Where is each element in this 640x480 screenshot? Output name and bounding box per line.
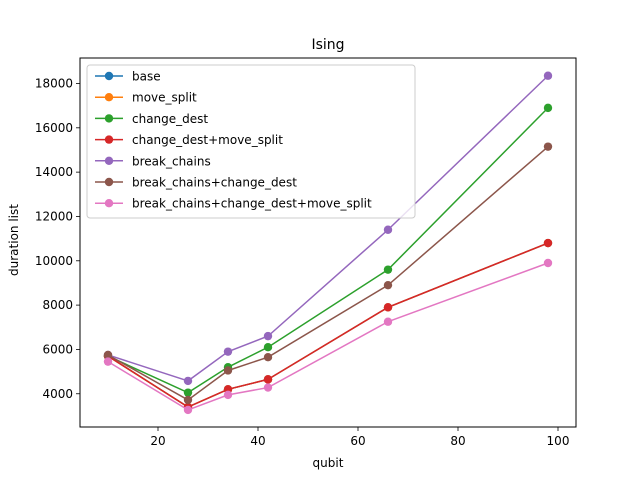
data-point [183,395,193,405]
x-tick-label: 80 [450,434,465,448]
legend-box [86,64,416,219]
data-point [263,375,273,384]
y-tick-label: 6000 [42,342,73,356]
legend-label: base [132,70,161,84]
series-line [107,107,549,394]
data-point [223,347,233,356]
y-axis-label: duration list [7,204,21,276]
x-tick-label: 40 [250,434,265,448]
legend-label: change_dest [132,112,208,126]
legend-marker [104,93,114,102]
legend-label: break_chains+change_dest+move_split [132,197,372,211]
data-point [183,405,193,415]
data-point [223,390,233,400]
data-point [383,317,393,326]
data-point [263,331,273,341]
data-point [263,343,273,352]
legend-marker [104,156,114,165]
series-line [107,242,549,408]
legend-label: change_dest+move_split [132,133,283,147]
data-point [263,383,273,392]
y-tick-label: 16000 [35,121,73,135]
plot-area [103,71,553,415]
x-tick-label: 60 [350,434,365,448]
y-tick-label: 10000 [35,254,73,268]
data-point [223,366,233,375]
y-axis-ticks: 4000 6000 8000 10000 12000 14000 16000 18000 [35,76,80,401]
x-tick-label: 20 [150,434,165,448]
data-point [183,388,193,397]
series-line [107,146,549,401]
data-point [383,265,393,274]
legend: base move_split change_dest change_dest+mov… [86,64,416,219]
legend-entry: change_dest [95,112,208,126]
data-point [543,258,553,268]
legend-marker [104,199,114,208]
y-tick-label: 8000 [42,298,73,312]
legend-label: break_chains+change_dest [132,176,297,190]
y-tick-label: 4000 [42,387,73,401]
legend-entry: break_chains+change_dest [95,176,297,190]
legend-entry: break_chains+change_dest+move_split [95,197,372,211]
data-point [103,357,113,366]
legend-entry: break_chains [95,154,211,168]
data-point [383,303,393,312]
legend-marker [104,114,114,123]
data-point [543,71,553,80]
data-point [183,376,193,386]
legend-label: move_split [132,91,197,105]
y-tick-label: 12000 [35,209,73,223]
y-tick-label: 18000 [35,76,73,90]
data-point [383,280,393,290]
legend-entry: move_split [95,91,197,105]
legend-marker [104,71,114,81]
chart-title: Ising [311,37,344,53]
data-point [543,238,553,248]
legend-entry: base [95,70,161,84]
series-line [107,262,549,411]
x-tick-label: 100 [547,434,570,448]
data-point [543,142,553,151]
y-tick-label: 14000 [35,165,73,179]
legend-marker [104,135,114,144]
x-axis-ticks: 20 40 60 80 100 [150,427,569,448]
legend-label: break_chains [132,154,211,168]
data-point [383,225,393,234]
series-break_chains+change_dest+move_split [103,258,553,415]
legend-marker [104,177,114,187]
data-point [103,350,113,360]
data-point [263,352,273,362]
series-break_chains+change_dest [103,142,553,405]
plot-frame [79,57,577,428]
data-point [543,103,553,113]
x-axis-label: qubit [313,456,344,470]
legend-entry: change_dest+move_split [95,133,283,147]
